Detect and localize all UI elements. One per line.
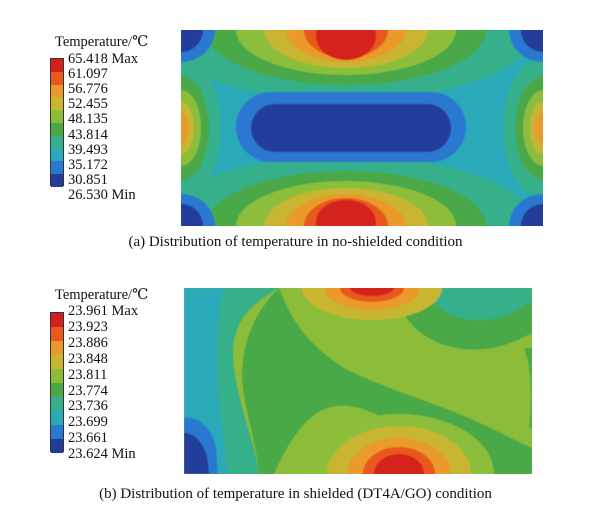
color-scale-segment <box>51 84 63 98</box>
color-scale-segment <box>51 369 63 383</box>
legend-label: 43.814 <box>68 126 108 143</box>
color-scale-segment <box>51 97 63 111</box>
caption-a: (a) Distribution of temperature in no-sh… <box>128 234 463 250</box>
legend-label: 35.172 <box>68 156 108 173</box>
legend-label: 23.886 <box>68 334 108 351</box>
legend-label: 23.923 <box>68 318 108 335</box>
legend-label: 23.736 <box>68 398 108 415</box>
color-scale-segment <box>51 135 63 149</box>
color-scale-segment <box>51 355 63 369</box>
color-scale-segment <box>51 71 63 85</box>
legend-label: 23.699 <box>68 414 108 431</box>
legend-label: 65.418 Max <box>68 51 139 67</box>
color-scale-segment <box>51 122 63 136</box>
legend-label: 52.455 <box>68 96 108 113</box>
color-scale-segment <box>51 161 63 175</box>
color-scale-segment <box>51 439 63 453</box>
color-scale-segment <box>51 411 63 425</box>
legend-label: 56.776 <box>68 81 108 98</box>
legend-label: 23.661 <box>68 430 108 447</box>
legend-label: 39.493 <box>68 141 108 158</box>
legend-label: 23.774 <box>68 382 108 399</box>
color-scale-segment <box>51 383 63 397</box>
legend-title-b: Temperature/℃ <box>55 287 149 303</box>
color-scale-segment <box>51 341 63 355</box>
color-scale-segment <box>51 59 63 72</box>
color-scale-segment <box>51 313 63 327</box>
contour-plot-shielded <box>184 288 532 474</box>
color-scale-a <box>50 58 64 187</box>
color-scale-segment <box>51 174 63 187</box>
contour-plot-no-shielded <box>181 30 543 226</box>
caption-b: (b) Distribution of temperature in shiel… <box>99 486 492 502</box>
color-scale-segment <box>51 148 63 162</box>
color-scale-segment <box>51 110 63 123</box>
color-scale-segment <box>51 425 63 439</box>
panel-a: Temperature/℃ 65.418 Max 61.097 56.776 52.4… <box>50 30 543 250</box>
legend-label: 23.848 <box>68 350 108 367</box>
legend-label: 61.097 <box>68 66 108 83</box>
legend-label: 23.961 Max <box>68 303 139 319</box>
legend-label: 48.135 <box>68 111 108 128</box>
color-scale-b <box>50 312 64 453</box>
legend-label: 30.851 <box>68 171 108 188</box>
legend-title-a: Temperature/℃ <box>55 34 149 50</box>
legend-label: 23.811 <box>68 366 108 383</box>
color-scale-segment <box>51 397 63 411</box>
color-scale-segment <box>51 327 63 341</box>
legend-label: 26.530 Min <box>68 186 136 203</box>
panel-b: Temperature/℃ 23.961 Max 23.923 23.886 23.8… <box>0 260 591 512</box>
legend-label: 23.624 Min <box>68 446 136 463</box>
